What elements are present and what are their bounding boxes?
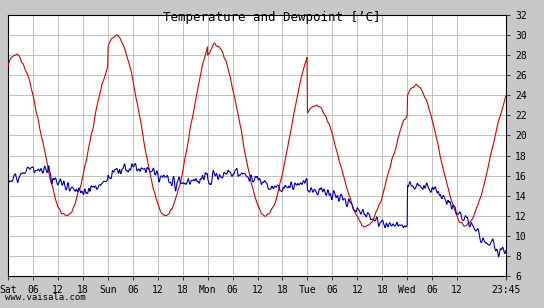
Text: Temperature and Dewpoint [’C]: Temperature and Dewpoint [’C] (163, 11, 381, 24)
Text: www.vaisala.com: www.vaisala.com (5, 293, 86, 302)
